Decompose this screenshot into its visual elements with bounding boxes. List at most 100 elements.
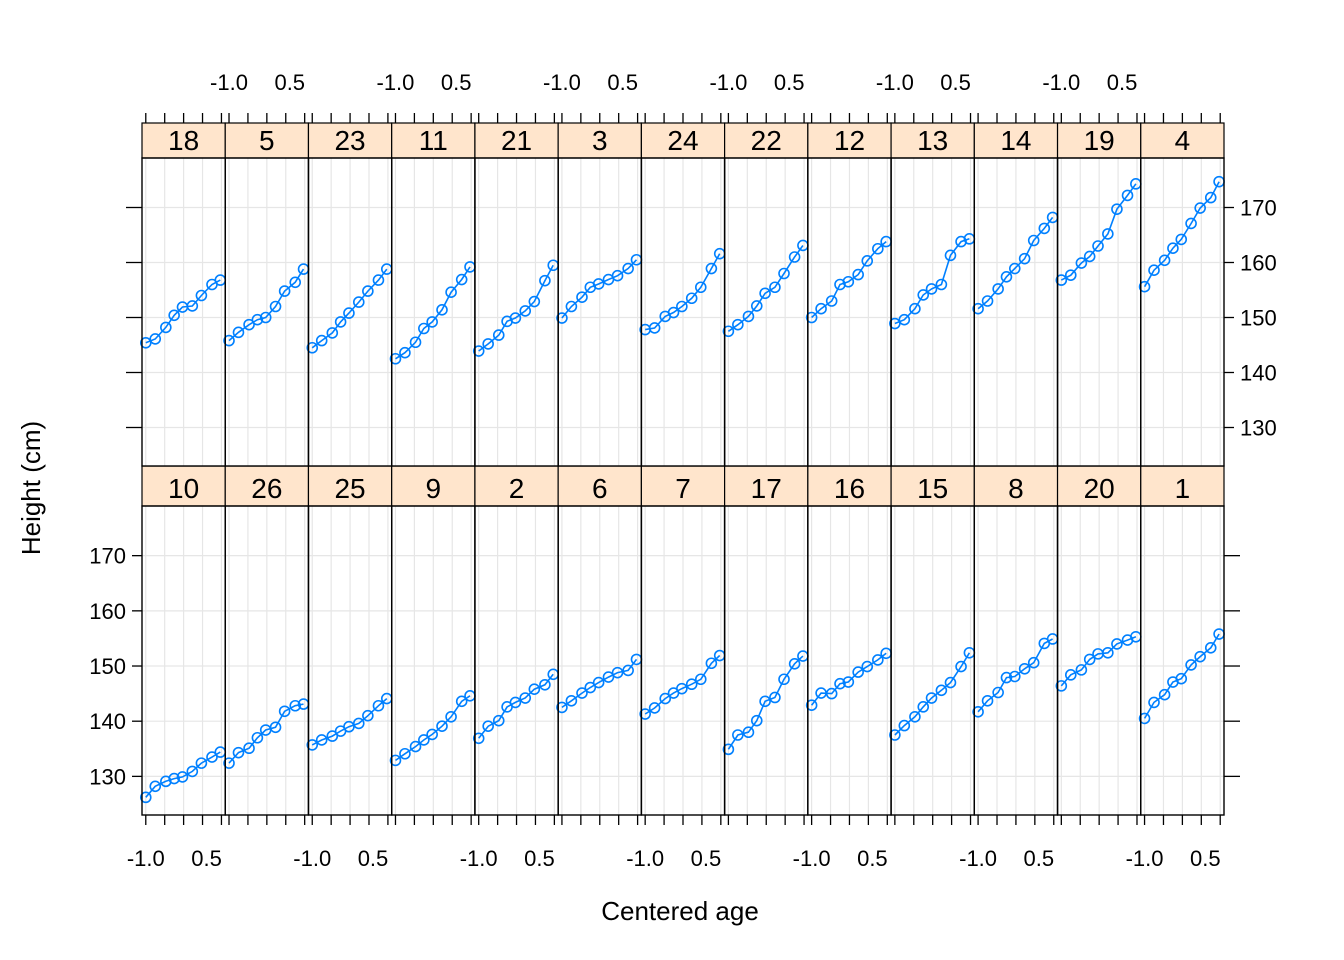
panel-strip bbox=[1056, 465, 1142, 507]
y-tick-label: 170 bbox=[1240, 196, 1277, 221]
x-tick-label: -1.0 bbox=[959, 846, 997, 871]
data-point bbox=[576, 687, 588, 699]
data-point bbox=[805, 311, 818, 324]
data-point bbox=[1148, 264, 1160, 277]
data-point bbox=[742, 310, 755, 323]
data-point bbox=[935, 684, 948, 697]
data-point bbox=[1121, 189, 1134, 202]
data-point bbox=[372, 699, 385, 712]
data-point bbox=[584, 681, 597, 694]
data-point bbox=[352, 296, 365, 308]
data-point bbox=[759, 287, 771, 300]
data-point bbox=[289, 699, 302, 712]
x-tick-label: 0.5 bbox=[691, 846, 722, 871]
y-tick-label: 140 bbox=[89, 709, 126, 734]
data-point bbox=[1185, 217, 1197, 230]
data-point bbox=[1018, 662, 1031, 675]
data-point bbox=[842, 676, 855, 688]
data-point bbox=[676, 300, 688, 313]
strip-label: 16 bbox=[834, 473, 865, 504]
strip-label: 24 bbox=[667, 125, 698, 156]
data-point bbox=[139, 791, 152, 804]
data-point bbox=[981, 295, 994, 307]
panel-strip bbox=[807, 465, 892, 507]
data-point bbox=[1138, 280, 1151, 293]
strip-label: 23 bbox=[334, 125, 365, 156]
data-point bbox=[186, 300, 199, 312]
data-point bbox=[834, 677, 846, 690]
data-point bbox=[139, 336, 152, 349]
data-point bbox=[592, 278, 605, 290]
data-point bbox=[343, 307, 355, 319]
data-point bbox=[492, 714, 505, 727]
data-point bbox=[1175, 672, 1188, 685]
panel-strip bbox=[1056, 122, 1142, 159]
data-point bbox=[622, 262, 634, 275]
data-point bbox=[935, 278, 948, 291]
data-point bbox=[732, 318, 744, 331]
data-point bbox=[1008, 670, 1021, 683]
data-point bbox=[732, 729, 744, 741]
data-point bbox=[149, 333, 162, 345]
data-point bbox=[898, 313, 911, 326]
data-point bbox=[639, 708, 651, 720]
data-point bbox=[315, 734, 328, 746]
data-point bbox=[805, 699, 818, 711]
strip-label: 11 bbox=[419, 125, 448, 156]
data-point bbox=[243, 318, 255, 331]
data-point bbox=[611, 269, 624, 282]
data-point bbox=[944, 249, 957, 262]
data-point bbox=[778, 673, 790, 686]
data-point bbox=[399, 747, 411, 760]
data-point bbox=[1000, 671, 1013, 684]
strip-label: 18 bbox=[168, 125, 199, 156]
data-point bbox=[426, 728, 438, 741]
data-point bbox=[418, 734, 430, 746]
data-point bbox=[1075, 664, 1088, 676]
strip-label: 25 bbox=[334, 473, 365, 504]
x-tick-label: -1.0 bbox=[293, 846, 331, 871]
x-tick-label: -1.0 bbox=[543, 70, 581, 95]
data-point bbox=[160, 321, 172, 334]
strip-label: 26 bbox=[251, 473, 282, 504]
panel-strip bbox=[1140, 465, 1225, 507]
data-point bbox=[519, 305, 532, 317]
data-point bbox=[909, 302, 921, 315]
data-point bbox=[539, 274, 551, 287]
data-point bbox=[592, 676, 605, 689]
data-point bbox=[917, 701, 930, 713]
series-line bbox=[1060, 636, 1137, 687]
data-point bbox=[492, 329, 505, 341]
data-point bbox=[1075, 257, 1088, 269]
data-point bbox=[925, 692, 938, 704]
data-point bbox=[362, 709, 374, 722]
y-tick-label: 160 bbox=[89, 599, 126, 624]
strip-label: 13 bbox=[917, 125, 948, 156]
data-point bbox=[186, 765, 199, 778]
data-point bbox=[436, 720, 448, 732]
series-line bbox=[810, 652, 887, 706]
strip-label: 14 bbox=[1000, 125, 1031, 156]
data-point bbox=[872, 242, 884, 255]
data-point bbox=[602, 671, 615, 683]
data-point bbox=[1000, 270, 1013, 283]
data-point bbox=[352, 717, 365, 730]
data-point bbox=[872, 654, 884, 666]
strip-label: 3 bbox=[592, 125, 608, 156]
x-tick-label: 0.5 bbox=[857, 846, 888, 871]
data-point bbox=[788, 658, 801, 670]
data-point bbox=[676, 682, 688, 695]
data-point bbox=[898, 719, 911, 732]
strip-label: 15 bbox=[917, 473, 948, 504]
x-tick-label: 0.5 bbox=[358, 846, 389, 871]
data-point bbox=[981, 694, 994, 707]
data-point bbox=[944, 676, 957, 689]
x-tick-label: 0.5 bbox=[1024, 846, 1055, 871]
data-point bbox=[519, 692, 532, 704]
x-tick-label: -1.0 bbox=[1042, 70, 1080, 95]
data-point bbox=[825, 687, 838, 700]
data-point bbox=[1148, 696, 1160, 709]
data-point bbox=[611, 666, 624, 679]
x-tick-label: -1.0 bbox=[460, 846, 498, 871]
